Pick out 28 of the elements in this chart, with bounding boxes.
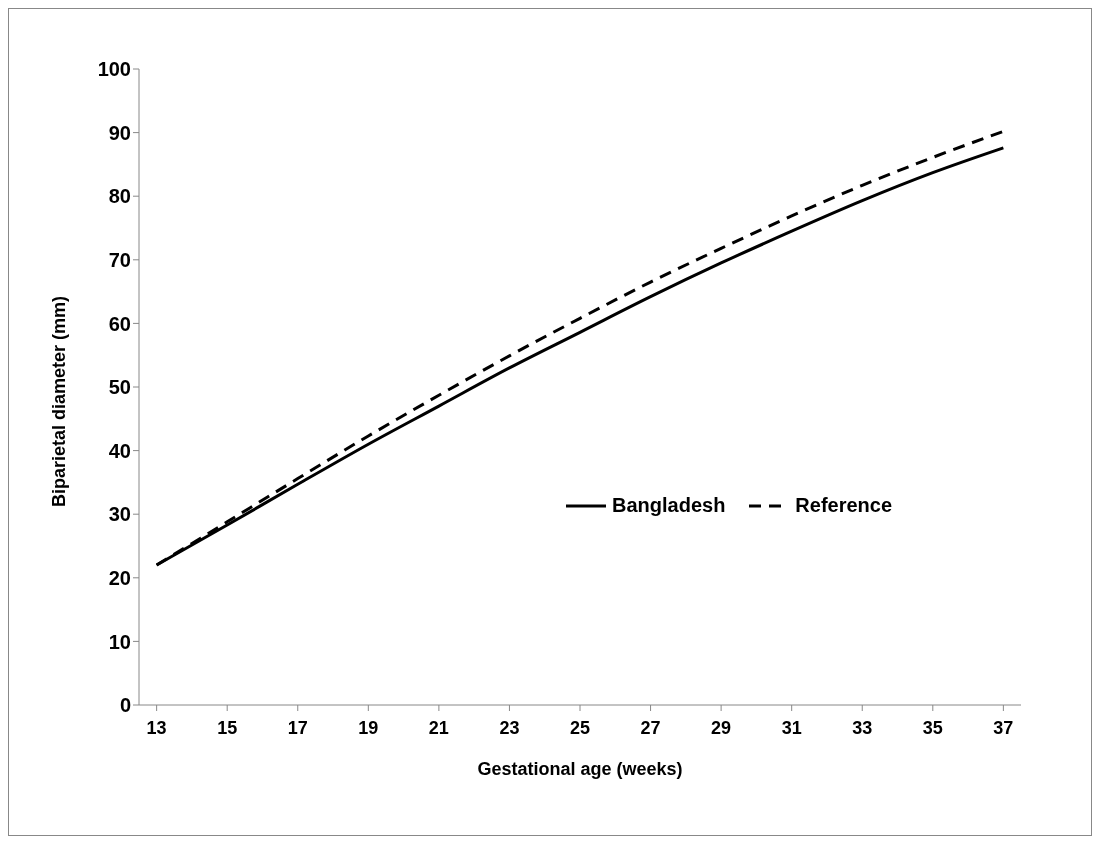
x-tick-label: 29 (711, 717, 732, 738)
legend-label: Bangladesh (612, 494, 726, 517)
y-tick-label: 20 (108, 566, 131, 589)
x-tick-label: 31 (781, 717, 802, 738)
x-tick-label: 13 (146, 717, 167, 738)
x-tick-label: 17 (287, 717, 308, 738)
y-tick-label: 90 (108, 121, 131, 144)
x-tick-label: 35 (922, 717, 943, 738)
y-axis-title: Biparietal diameter (mm) (49, 295, 70, 507)
x-axis-title: Gestational age (weeks) (477, 759, 683, 779)
y-tick-label: 60 (108, 312, 131, 335)
y-tick-label: 50 (108, 376, 131, 399)
y-tick-label: 80 (108, 185, 131, 208)
legend-label: Reference (795, 494, 893, 517)
x-tick-label: 33 (852, 717, 873, 738)
x-tick-label: 27 (640, 717, 661, 738)
y-tick-label: 30 (108, 503, 131, 526)
x-tick-label: 21 (428, 717, 449, 738)
x-tick-label: 25 (569, 717, 591, 738)
y-tick-label: 70 (108, 248, 131, 271)
y-tick-label: 0 (119, 694, 131, 717)
x-tick-label: 37 (993, 717, 1014, 738)
x-tick-label: 15 (217, 717, 238, 738)
x-tick-label: 23 (499, 717, 520, 738)
x-tick-label: 19 (358, 717, 379, 738)
y-tick-label: 10 (108, 630, 131, 653)
y-tick-label: 100 (97, 58, 131, 81)
y-tick-label: 40 (108, 439, 131, 462)
